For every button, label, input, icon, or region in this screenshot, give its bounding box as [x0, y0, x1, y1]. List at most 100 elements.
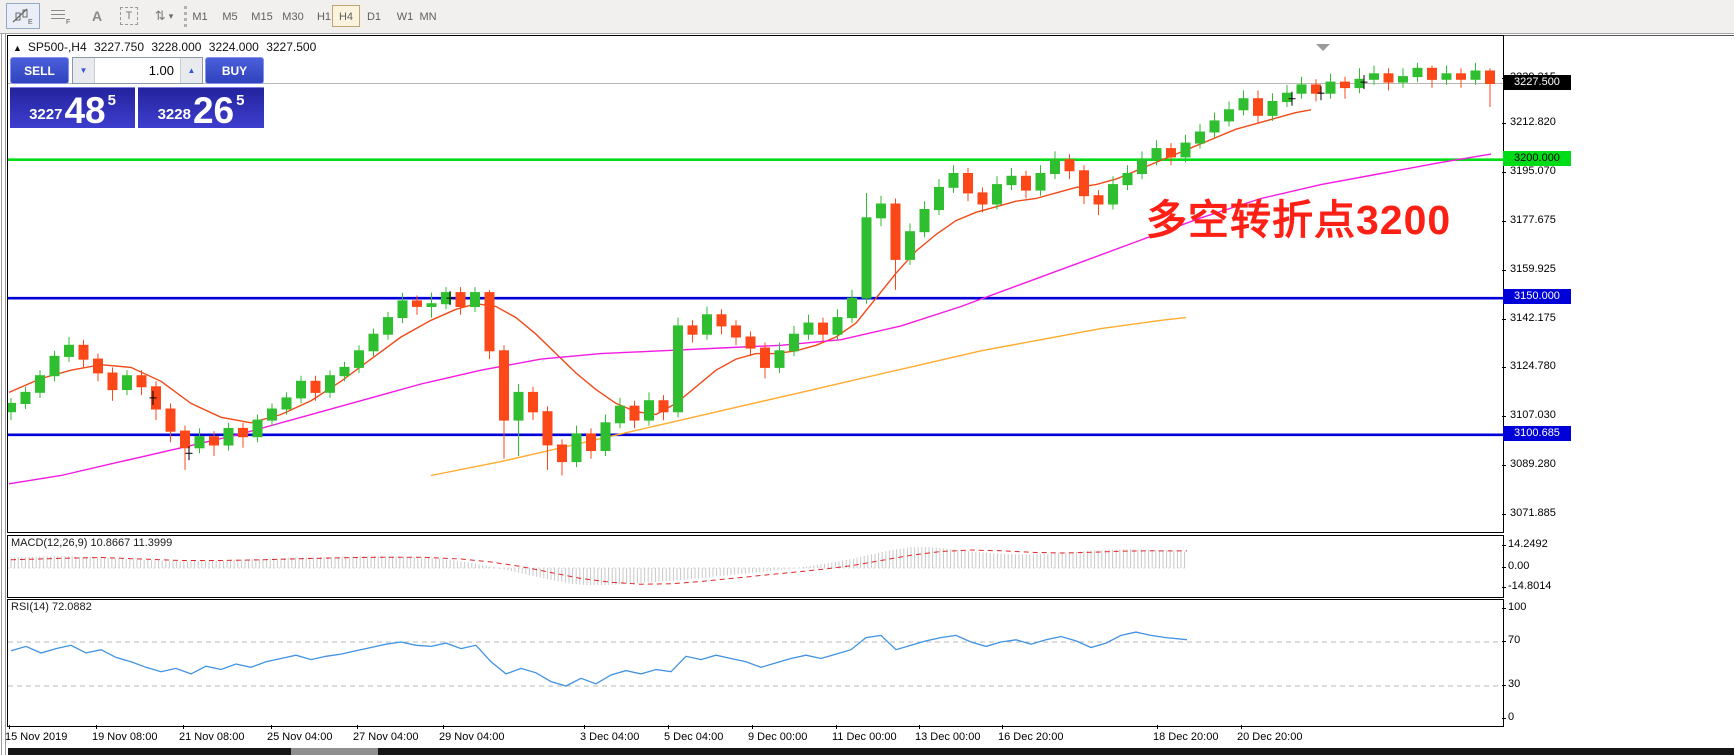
time-axis-label: 9 Dec 00:00 [748, 731, 808, 743]
time-axis-tick [443, 725, 444, 729]
time-axis-label: 27 Nov 04:00 [353, 731, 419, 743]
volume-increase-button[interactable]: ▲ [180, 58, 202, 83]
chart-title: ▲ SP500-,H4 3227.750 3228.000 3224.000 32… [13, 40, 320, 54]
chart-annotation-text: 多空转折点3200 [1146, 197, 1452, 243]
price-scale-label: 3177.675 [1510, 214, 1556, 226]
high-value: 3228.000 [151, 40, 202, 54]
time-axis-label: 15 Nov 2019 [5, 731, 68, 743]
svg-text:F: F [66, 19, 70, 25]
rsi-indicator-plot[interactable] [7, 599, 1504, 727]
sell-price-prefix: 3227 [29, 106, 63, 123]
time-axis-tick [9, 725, 10, 729]
timeframe-button-w1[interactable]: W1 [391, 5, 419, 27]
price-scale-tick [1502, 123, 1506, 124]
macd-indicator-plot[interactable] [7, 535, 1504, 598]
volume-decrease-button[interactable]: ▼ [73, 58, 95, 83]
macd-scale-label: 14.2492 [1508, 538, 1548, 550]
time-axis-tick [836, 725, 837, 729]
time-axis-tick [668, 725, 669, 729]
price-scale-label: 3212.820 [1510, 116, 1556, 128]
price-scale-tick [1502, 465, 1506, 466]
price-badge: 3200.000 [1503, 151, 1571, 166]
time-axis-label: 13 Dec 00:00 [915, 731, 981, 743]
rsi-scale-label: 70 [1508, 634, 1521, 646]
timeframe-button-m1[interactable]: M1 [186, 5, 214, 27]
sell-button[interactable]: SELL [10, 57, 69, 84]
candlestick-chart-icon[interactable]: E [6, 3, 40, 29]
timeframe-button-m15[interactable]: M15 [248, 5, 276, 27]
time-axis-label: 20 Dec 20:00 [1237, 731, 1303, 743]
macd-scale-label: 0.00 [1508, 560, 1530, 572]
timeframe-button-m30[interactable]: M30 [279, 5, 307, 27]
timeframe-button-mn[interactable]: MN [414, 5, 442, 27]
time-axis-tick [1241, 725, 1242, 729]
price-scale-label: 3159.925 [1510, 263, 1556, 275]
price-scale-tick [1502, 172, 1506, 173]
candlestick-glyph: E [12, 8, 33, 25]
macd-scale-label: -14.8014 [1508, 580, 1552, 592]
sell-price-big: 48 [64, 90, 106, 131]
rsi-scale-tick [1502, 718, 1506, 719]
time-axis-label: 29 Nov 04:00 [439, 731, 505, 743]
time-axis-tick [752, 725, 753, 729]
price-scale-tick [1502, 319, 1506, 320]
timeframe-button-d1[interactable]: D1 [360, 5, 388, 27]
timeframe-button-m5[interactable]: M5 [216, 5, 244, 27]
macd-scale-tick [1502, 545, 1506, 546]
grid-icon[interactable]: F [44, 3, 78, 29]
time-axis-label: 21 Nov 08:00 [179, 731, 245, 743]
price-scale-label: 3089.280 [1510, 458, 1556, 470]
arrange-arrows-icon[interactable]: ⇅ ▾ [146, 3, 182, 29]
main-chart-plot[interactable] [7, 35, 1504, 533]
buy-price-tile[interactable]: 3228 26 5 [138, 87, 264, 129]
rsi-scale-label: 100 [1508, 601, 1527, 613]
macd-scale-tick [1502, 587, 1506, 588]
sell-price-tile[interactable]: 3227 48 5 [10, 87, 135, 131]
time-axis-tick [919, 725, 920, 729]
price-scale-tick [1502, 367, 1506, 368]
chevron-down-icon: ▾ [168, 10, 174, 21]
letter-t-glyph: T [120, 7, 138, 25]
grid-glyph: F [51, 10, 70, 25]
sell-price-sup: 5 [107, 92, 116, 109]
volume-input[interactable] [95, 58, 180, 83]
time-axis-tick [271, 725, 272, 729]
volume-stepper: ▼ ▲ [72, 57, 203, 84]
time-axis-label: 16 Dec 20:00 [998, 731, 1064, 743]
open-value: 3227.750 [93, 40, 145, 54]
symbol-period-label: SP500-,H4 [27, 40, 87, 54]
text-label-icon[interactable]: A [82, 3, 112, 29]
timeframe-button-h1[interactable]: H1 [310, 5, 338, 27]
rsi-scale-label: 30 [1508, 678, 1521, 690]
timeframe-button-h4[interactable]: H4 [332, 5, 360, 27]
time-axis-tick [1157, 725, 1158, 729]
time-axis-label: 19 Nov 08:00 [92, 731, 158, 743]
time-axis-tick [357, 725, 358, 729]
bottom-panel-edge2 [378, 748, 1734, 755]
time-axis-label: 3 Dec 04:00 [580, 731, 640, 743]
text-box-icon[interactable]: T [114, 3, 144, 29]
price-scale-label: 3142.175 [1510, 312, 1556, 324]
svg-text:E: E [28, 19, 33, 25]
collapse-triangle-icon[interactable]: ▲ [13, 43, 22, 53]
buy-button[interactable]: BUY [205, 57, 264, 84]
time-axis-tick [584, 725, 585, 729]
close-value: 3227.500 [266, 40, 317, 54]
time-axis-tick [183, 725, 184, 729]
time-axis-label: 25 Nov 04:00 [267, 731, 333, 743]
buy-price-sup: 5 [236, 92, 245, 109]
macd-label: MACD(12,26,9) 10.8667 11.3999 [11, 537, 173, 549]
time-axis-label: 11 Dec 00:00 [832, 731, 897, 743]
price-scale-label: 3195.070 [1510, 165, 1556, 177]
window-edge-line [1, 34, 2, 755]
macd-scale-tick [1502, 567, 1506, 568]
rsi-scale-tick [1502, 608, 1506, 609]
low-value: 3224.000 [208, 40, 259, 54]
price-badge: 3227.500 [1503, 75, 1571, 90]
rsi-scale-tick [1502, 685, 1506, 686]
price-scale-tick [1502, 416, 1506, 417]
price-scale-tick [1502, 221, 1506, 222]
bottom-panel-handle[interactable] [291, 748, 378, 755]
window-edge-line2 [5, 34, 6, 755]
